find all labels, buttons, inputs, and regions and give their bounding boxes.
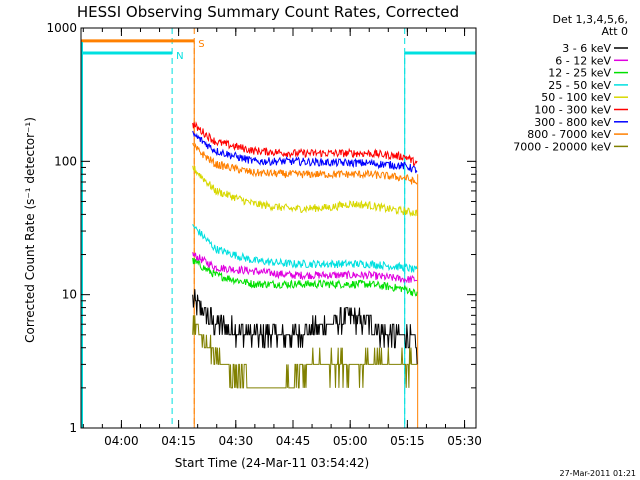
legend-label-2: 12 - 25 keV [548,67,611,80]
series-layer [192,121,418,389]
x-axis-label: Start Time (24-Mar-11 03:54:42) [175,456,369,470]
legend-label-6: 300 - 800 keV [534,116,611,129]
legend-label-8: 7000 - 20000 keV [513,140,611,153]
series-line-5 [192,121,418,167]
x-tick-label-2: 04:30 [219,434,254,448]
series-line-4 [192,165,418,217]
legend-label-3: 25 - 50 keV [548,79,611,92]
night-label: N [176,51,183,62]
y-axis-label: Corrected Count Rate (s⁻¹ detector⁻¹) [23,117,37,343]
series-line-7 [192,142,418,185]
x-tick-label-5: 05:15 [390,434,425,448]
x-tick-label-0: 04:00 [104,434,139,448]
footer-timestamp: 27-Mar-2011 01:21 [560,469,637,478]
series-line-3 [192,224,418,274]
x-tick-label-6: 05:30 [447,434,482,448]
interval-layer: NS [81,28,476,428]
chart-title: HESSI Observing Summary Count Rates, Cor… [77,3,459,21]
y-tick-label-3: 1000 [46,21,77,35]
legend-title-line-2: Att 0 [602,25,628,38]
y-tick-label-1: 10 [62,288,77,302]
series-line-8 [192,315,418,389]
legend-label-1: 6 - 12 keV [555,54,611,67]
legend-title-line-1: Det 1,3,4,5,6, [552,13,628,26]
series-line-6 [192,130,418,174]
y-tick-label-2: 100 [54,154,77,168]
legend-label-7: 800 - 7000 keV [527,128,611,141]
x-tick-label-3: 04:45 [276,434,311,448]
legend-label-5: 100 - 300 keV [534,104,611,117]
legend-label-4: 50 - 100 keV [541,91,611,104]
axes-layer: 1 10 100 1000 04:00 04:15 04:30 04:45 05:00 05:15… [46,21,481,448]
y-tick-label-0: 1 [69,421,77,435]
series-line-1 [192,252,418,284]
legend-label-0: 3 - 6 keV [562,42,611,55]
x-tick-label-1: 04:15 [161,434,196,448]
saa-label: S [198,39,204,50]
plot-frame [80,27,477,429]
series-line-2 [192,257,418,297]
series-line-0 [192,289,418,365]
x-tick-label-4: 05:00 [333,434,368,448]
